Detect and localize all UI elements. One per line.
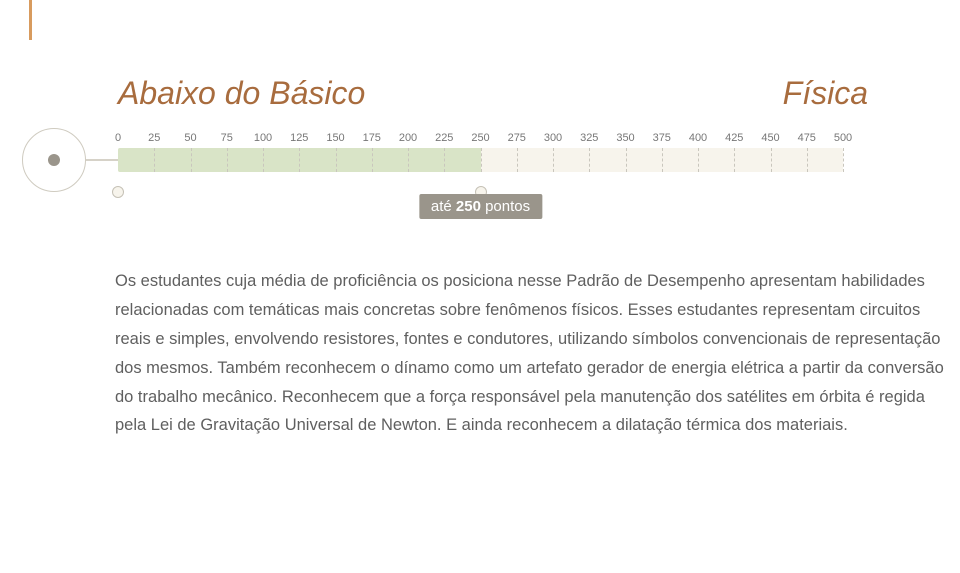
gridline: [589, 148, 590, 172]
tick-label: 225: [435, 132, 453, 144]
gridline: [698, 148, 699, 172]
gridline: [154, 148, 155, 172]
gridline: [336, 148, 337, 172]
origin-connector-line: [86, 159, 118, 161]
tick-label: 125: [290, 132, 308, 144]
threshold-badge: até 250 pontos: [419, 194, 542, 219]
tick-label: 50: [184, 132, 196, 144]
heading-right: Física: [783, 75, 868, 112]
origin-marker-circle: [22, 128, 86, 192]
heading-row: Abaixo do Básico Física: [118, 75, 868, 112]
gridline: [807, 148, 808, 172]
gridline: [263, 148, 264, 172]
accent-bar: [29, 0, 32, 40]
tick-label: 400: [689, 132, 707, 144]
gridline: [734, 148, 735, 172]
gridline: [843, 148, 844, 172]
gridline: [481, 148, 482, 172]
gridlines: [118, 148, 843, 172]
gridline: [517, 148, 518, 172]
tick-label: 0: [115, 132, 121, 144]
tick-label: 250: [471, 132, 489, 144]
tick-label: 75: [221, 132, 233, 144]
tick-label: 500: [834, 132, 852, 144]
tick-label: 425: [725, 132, 743, 144]
badge-prefix: até: [431, 198, 456, 215]
tick-label: 475: [798, 132, 816, 144]
content-area: Abaixo do Básico Física 0 25 50 75 100 125 150…: [118, 75, 868, 440]
tick-label: 325: [580, 132, 598, 144]
gridline: [227, 148, 228, 172]
tick-label: 300: [544, 132, 562, 144]
tick-label: 450: [761, 132, 779, 144]
tick-label: 275: [508, 132, 526, 144]
scale-handle-start: [112, 186, 124, 198]
tick-label: 150: [326, 132, 344, 144]
tick-label: 375: [653, 132, 671, 144]
badge-suffix: pontos: [481, 198, 530, 215]
tick-label: 175: [363, 132, 381, 144]
scale-chart: 0 25 50 75 100 125 150 175 200 225 250 275 300 325 350…: [118, 132, 868, 212]
gridline: [626, 148, 627, 172]
origin-marker-dot: [48, 154, 60, 166]
gridline: [771, 148, 772, 172]
heading-left: Abaixo do Básico: [118, 75, 365, 112]
gridline: [553, 148, 554, 172]
description-paragraph: Os estudantes cuja média de proficiência…: [115, 267, 957, 440]
gridline: [191, 148, 192, 172]
tick-label: 100: [254, 132, 272, 144]
tick-label: 350: [616, 132, 634, 144]
gridline: [444, 148, 445, 172]
tick-label: 25: [148, 132, 160, 144]
tick-labels-row: 0 25 50 75 100 125 150 175 200 225 250 275 300 325 350…: [118, 132, 843, 144]
gridline: [662, 148, 663, 172]
gridline: [372, 148, 373, 172]
badge-value: 250: [456, 198, 481, 215]
gridline: [408, 148, 409, 172]
tick-label: 200: [399, 132, 417, 144]
scale-bar: [118, 148, 843, 172]
gridline: [299, 148, 300, 172]
